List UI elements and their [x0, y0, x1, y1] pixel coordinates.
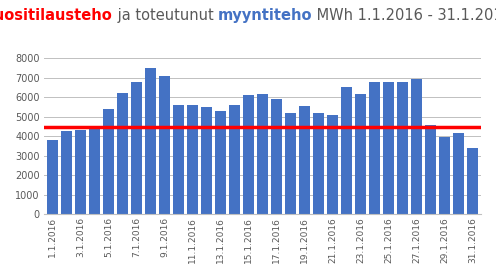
Bar	[341, 87, 352, 214]
Bar	[47, 140, 59, 214]
Bar	[75, 130, 86, 214]
Bar	[285, 113, 296, 214]
Bar	[411, 79, 422, 214]
Bar	[145, 68, 156, 214]
Bar	[229, 105, 241, 214]
Bar	[243, 95, 254, 214]
Bar	[453, 133, 464, 214]
Bar	[173, 105, 185, 214]
Bar	[257, 94, 268, 214]
Bar	[383, 81, 394, 214]
Bar	[299, 106, 310, 214]
Bar	[369, 81, 380, 214]
Bar	[439, 136, 450, 214]
Bar	[62, 131, 72, 214]
Bar	[117, 93, 128, 214]
Bar	[187, 105, 198, 214]
Bar	[103, 109, 115, 214]
Text: Vuositilausteho: Vuositilausteho	[0, 8, 113, 23]
Bar	[397, 81, 408, 214]
Bar	[215, 111, 226, 214]
Bar	[201, 107, 212, 214]
Bar	[425, 125, 436, 214]
Bar	[467, 148, 478, 214]
Text: ja toteutunut: ja toteutunut	[113, 8, 218, 23]
Bar	[89, 126, 101, 214]
Bar	[271, 99, 282, 214]
Bar	[355, 94, 366, 214]
Bar	[131, 81, 142, 214]
Text: MWh 1.1.2016 - 31.1.2016: MWh 1.1.2016 - 31.1.2016	[312, 8, 496, 23]
Bar	[159, 76, 171, 214]
Bar	[327, 115, 338, 214]
Text: myyntiteho: myyntiteho	[218, 8, 312, 23]
Bar	[313, 113, 324, 214]
